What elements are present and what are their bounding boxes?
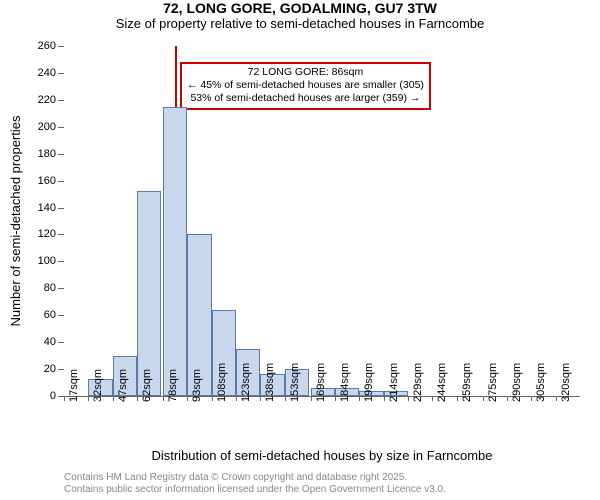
x-tick xyxy=(137,396,138,401)
footer-line-1: Contains HM Land Registry data © Crown c… xyxy=(64,472,446,484)
x-axis: 17sqm32sqm47sqm62sqm78sqm93sqm108sqm123s… xyxy=(64,396,580,456)
y-tick-label: 200 xyxy=(38,121,56,133)
x-tick xyxy=(163,396,164,401)
y-tick-label: 80 xyxy=(44,282,56,294)
y-tick-label: 160 xyxy=(38,175,56,187)
y-tick-label: 60 xyxy=(44,309,56,321)
chart-title: 72, LONG GORE, GODALMING, GU7 3TW xyxy=(0,0,600,16)
x-tick xyxy=(236,396,237,401)
x-axis-label: Distribution of semi-detached houses by … xyxy=(64,448,580,463)
x-tick xyxy=(285,396,286,401)
callout-line-1: 72 LONG GORE: 86sqm xyxy=(187,66,424,79)
chart-subtitle: Size of property relative to semi-detach… xyxy=(0,16,600,31)
y-tick-label: 120 xyxy=(38,228,56,240)
x-tick xyxy=(88,396,89,401)
footer-attribution: Contains HM Land Registry data © Crown c… xyxy=(64,472,446,496)
y-tick-label: 100 xyxy=(38,255,56,267)
y-tick-label: 20 xyxy=(44,363,56,375)
y-tick-label: 0 xyxy=(50,390,56,402)
y-tick-label: 180 xyxy=(38,148,56,160)
x-tick xyxy=(212,396,213,401)
histogram-bar xyxy=(163,107,187,396)
x-tick xyxy=(260,396,261,401)
x-tick xyxy=(311,396,312,401)
y-tick-label: 140 xyxy=(38,202,56,214)
callout-line-2: ← 45% of semi-detached houses are smalle… xyxy=(187,79,424,92)
reference-callout: 72 LONG GORE: 86sqm ← 45% of semi-detach… xyxy=(180,62,431,109)
footer-line-2: Contains public sector information licen… xyxy=(64,484,446,496)
x-tick xyxy=(113,396,114,401)
y-tick-label: 260 xyxy=(38,40,56,52)
x-tick xyxy=(384,396,385,401)
x-tick xyxy=(359,396,360,401)
x-tick xyxy=(335,396,336,401)
y-tick-label: 220 xyxy=(38,94,56,106)
x-tick xyxy=(64,396,65,401)
x-tick xyxy=(507,396,508,401)
y-tick-label: 40 xyxy=(44,336,56,348)
x-tick xyxy=(408,396,409,401)
y-axis: 020406080100120140160180200220240260 xyxy=(0,46,64,396)
y-tick-label: 240 xyxy=(38,67,56,79)
chart-plot-area: 72 LONG GORE: 86sqm ← 45% of semi-detach… xyxy=(64,46,580,397)
x-tick xyxy=(457,396,458,401)
histogram-bar xyxy=(137,191,161,396)
x-tick xyxy=(556,396,557,401)
callout-line-3: 53% of semi-detached houses are larger (… xyxy=(187,92,424,105)
x-tick xyxy=(483,396,484,401)
x-tick xyxy=(432,396,433,401)
x-tick xyxy=(531,396,532,401)
x-tick xyxy=(187,396,188,401)
